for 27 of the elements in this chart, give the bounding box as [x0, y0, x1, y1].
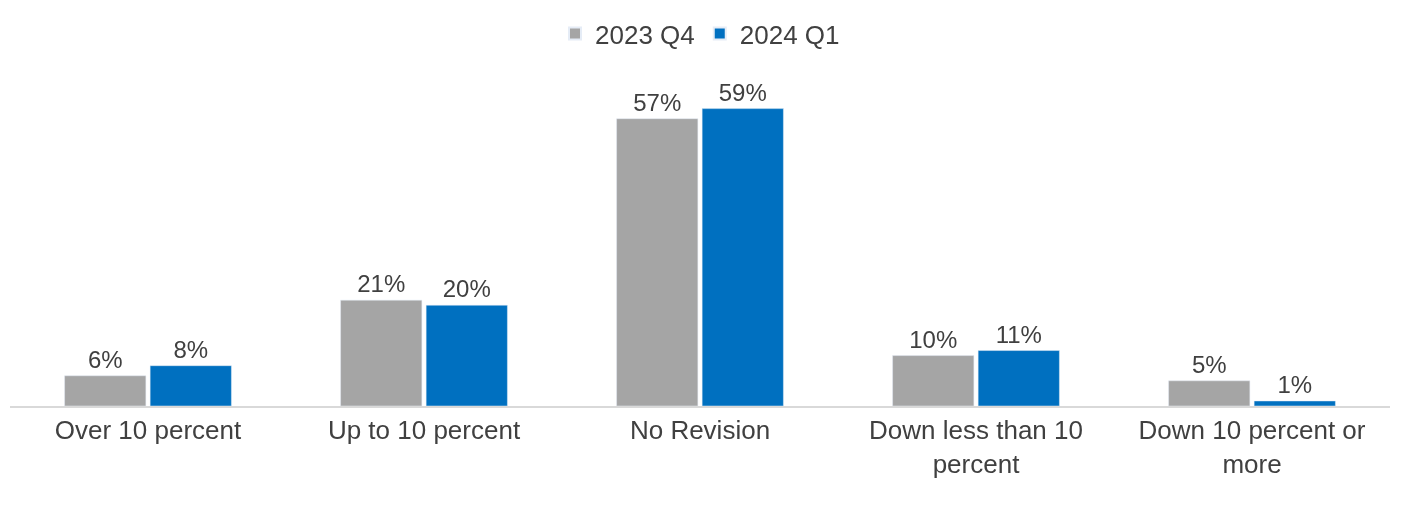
- data-label: 5%: [1191, 350, 1227, 378]
- data-label: 59%: [718, 78, 767, 106]
- bar: [64, 375, 147, 406]
- x-tick-label: Over 10 percent: [54, 415, 242, 446]
- bar: [616, 118, 699, 406]
- x-tick-label: No Revision: [629, 415, 771, 446]
- x-tick-label: Down 10 percent or more: [1138, 415, 1366, 479]
- bar: [701, 108, 784, 406]
- data-label: 6%: [87, 345, 123, 373]
- bar: [1168, 380, 1251, 406]
- data-label: 57%: [633, 88, 682, 116]
- legend-label: 2023 Q4: [595, 19, 695, 50]
- data-label: 10%: [909, 325, 958, 353]
- data-label: 11%: [995, 320, 1042, 348]
- x-tick-label: Down less than 10 percent: [869, 415, 1083, 479]
- legend-label: 2024 Q1: [739, 19, 840, 50]
- bar: [425, 304, 508, 406]
- data-label: 21%: [357, 270, 406, 298]
- bar: [149, 365, 232, 406]
- data-label: 1%: [1277, 370, 1313, 398]
- bar: [340, 299, 423, 406]
- bar: [977, 350, 1060, 406]
- bar: [1253, 400, 1336, 406]
- data-label: 8%: [173, 335, 209, 363]
- bar: [892, 355, 975, 406]
- x-tick-label: Up to 10 percent: [327, 415, 521, 446]
- data-label: 20%: [442, 275, 491, 303]
